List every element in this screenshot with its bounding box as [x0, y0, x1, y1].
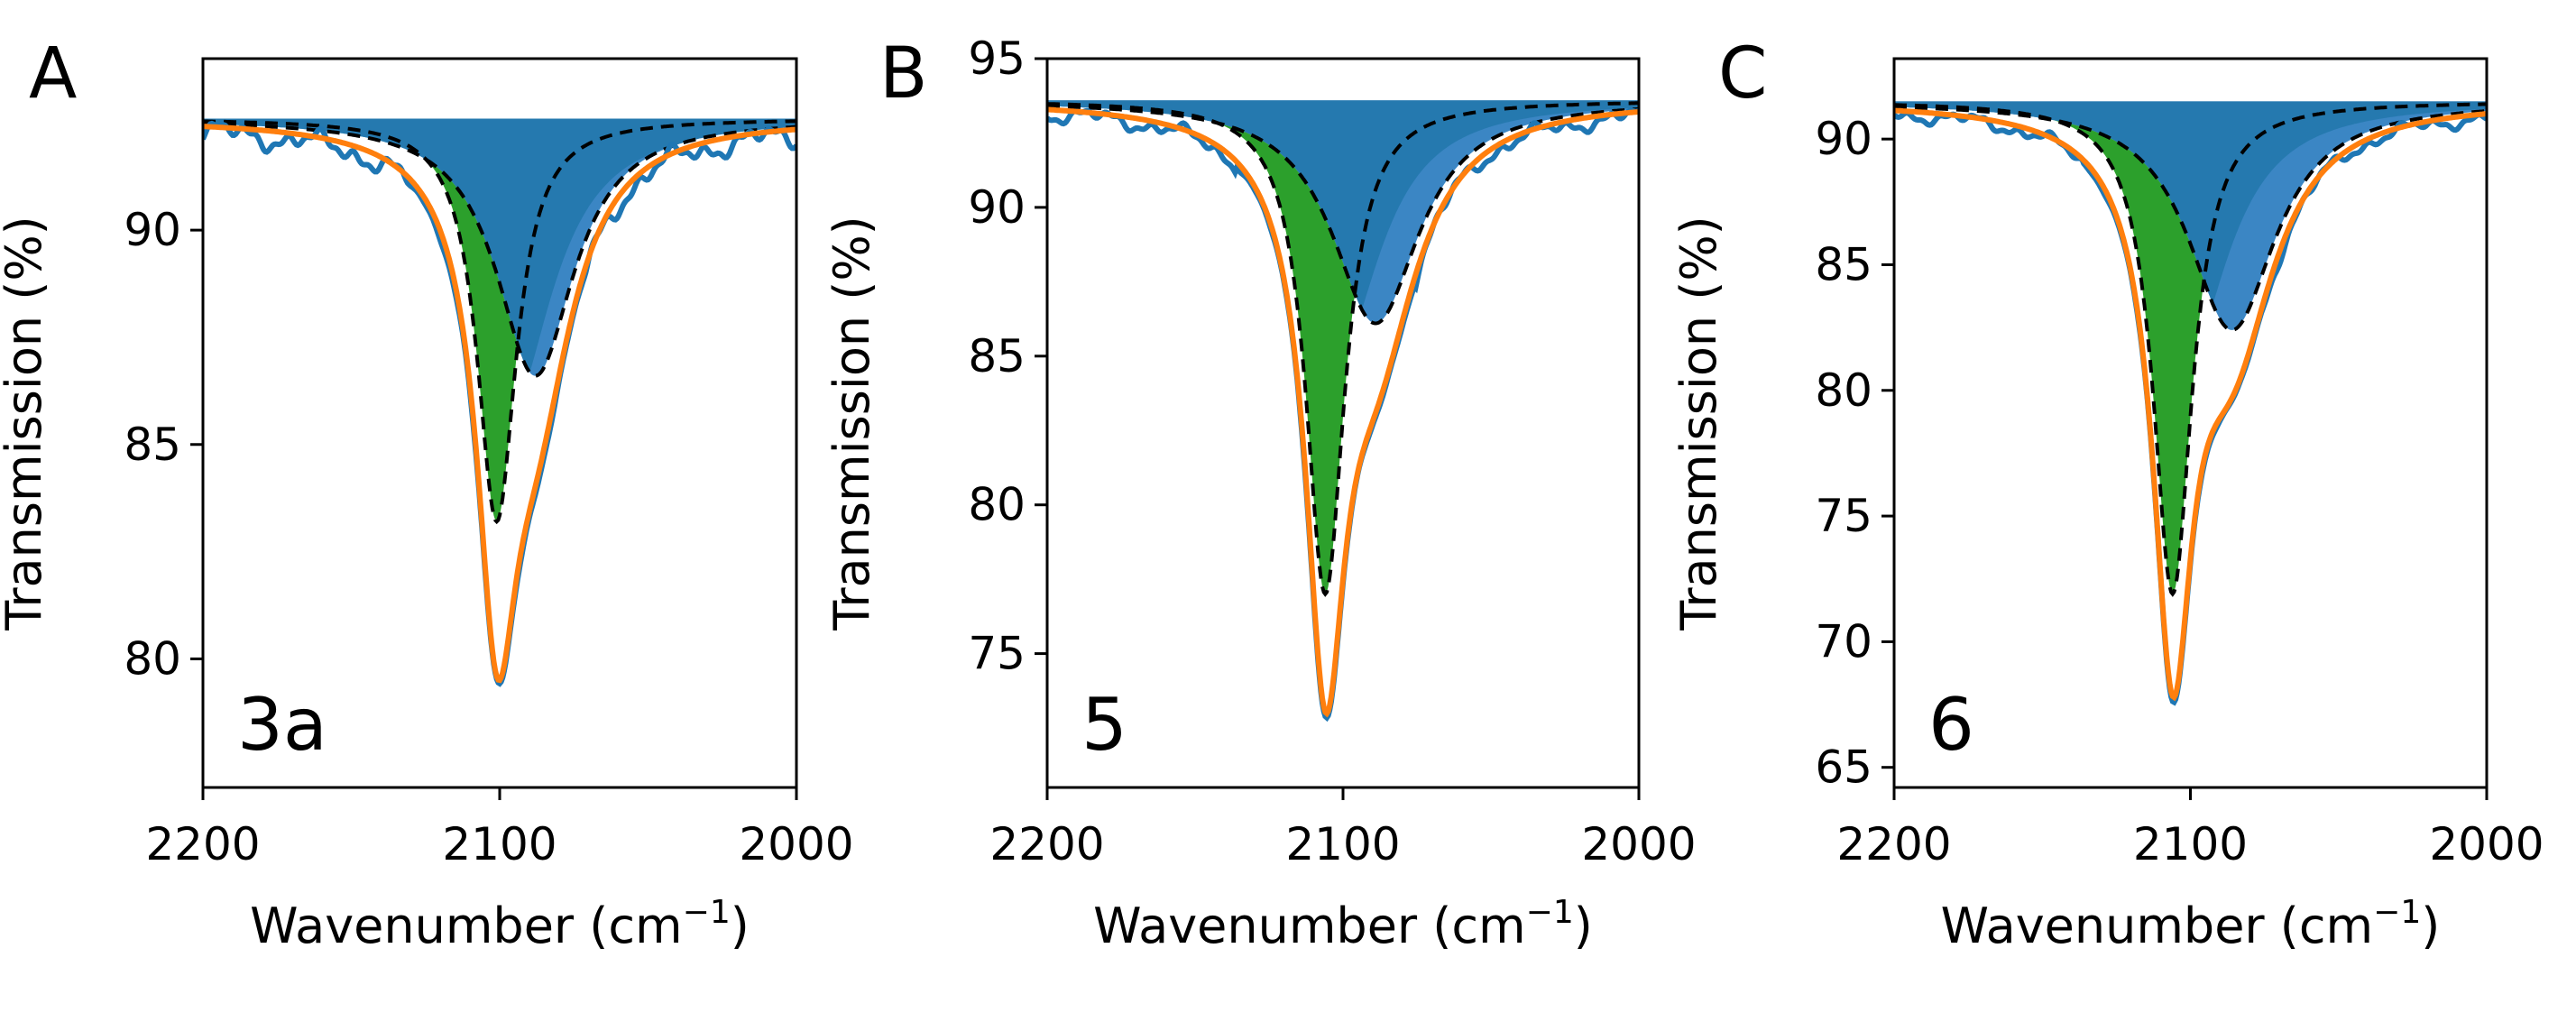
green-component-area — [1894, 106, 2487, 594]
green-component-outline — [203, 119, 796, 525]
y-axis-label: Transmission (%) — [823, 216, 880, 631]
sample-label: 5 — [1081, 683, 1127, 767]
x-tick-label: 2000 — [739, 818, 853, 870]
y-tick-label: 90 — [968, 181, 1026, 234]
x-axis-label: Wavenumber (cm−1) — [1941, 894, 2441, 954]
x-tick-label: 2200 — [145, 818, 260, 870]
y-tick-label: 80 — [1815, 364, 1872, 417]
blue-component-outline — [1894, 105, 2487, 332]
fit-line — [1894, 107, 2487, 702]
y-tick-label: 80 — [124, 632, 181, 685]
fit-line — [1047, 106, 1639, 718]
plot-area — [203, 118, 796, 687]
x-axis-label: Wavenumber (cm−1) — [250, 894, 750, 954]
y-axis-label: Transmission (%) — [0, 216, 52, 631]
plot-area — [1047, 100, 1639, 723]
x-tick-label: 2200 — [989, 818, 1104, 870]
blue-component-outline — [203, 122, 796, 378]
panel-a: 2200 2100 2000 80 85 90 Wavenumber (cm−1) Trans… — [0, 33, 854, 954]
x-tick-label: 2100 — [442, 818, 557, 870]
y-tick-label: 75 — [1815, 490, 1872, 542]
sample-label: 6 — [1928, 683, 1974, 767]
x-tick-label: 2000 — [2429, 818, 2544, 870]
panel-c: 2200 2100 2000 65 70 75 80 85 90 Wavenumber (cm−1… — [1670, 33, 2544, 954]
y-tick-label: 70 — [1815, 615, 1872, 668]
panel-letter: A — [29, 33, 77, 115]
sample-label: 3a — [237, 683, 327, 767]
blue-component-overlap-area — [203, 118, 796, 373]
y-tick-label: 75 — [968, 628, 1026, 680]
y-tick-label: 85 — [968, 330, 1026, 382]
y-tick-label: 95 — [968, 32, 1026, 85]
y-tick-label: 90 — [1815, 113, 1872, 165]
green-component-outline — [1047, 101, 1639, 597]
fit-line — [203, 124, 796, 684]
y-tick-label: 90 — [124, 204, 181, 256]
y-tick-label: 80 — [968, 479, 1026, 531]
x-tick-label: 2000 — [1581, 818, 1696, 870]
panel-b: 2200 2100 2000 75 80 85 90 95 Wavenumber (cm−1) T… — [823, 32, 1697, 954]
green-component-area — [203, 124, 796, 522]
measured-data-line — [203, 120, 796, 687]
panel-letter: B — [879, 33, 928, 115]
x-tick-label: 2200 — [1836, 818, 1951, 870]
blue-component-overlap-area — [1894, 101, 2487, 304]
blue-component-overlap-area — [1047, 100, 1639, 308]
y-axis-label: Transmission (%) — [1670, 216, 1727, 631]
blue-component-outline — [1047, 104, 1639, 326]
green-component-area — [1047, 106, 1639, 594]
x-tick-label: 2100 — [2133, 818, 2248, 870]
plot-area — [1894, 101, 2487, 706]
x-tick-label: 2100 — [1285, 818, 1400, 870]
panel-letter: C — [1718, 33, 1767, 115]
x-axis-label: Wavenumber (cm−1) — [1093, 894, 1593, 954]
y-tick-label: 85 — [124, 419, 181, 471]
y-tick-label: 65 — [1815, 741, 1872, 794]
y-tick-label: 85 — [1815, 238, 1872, 290]
